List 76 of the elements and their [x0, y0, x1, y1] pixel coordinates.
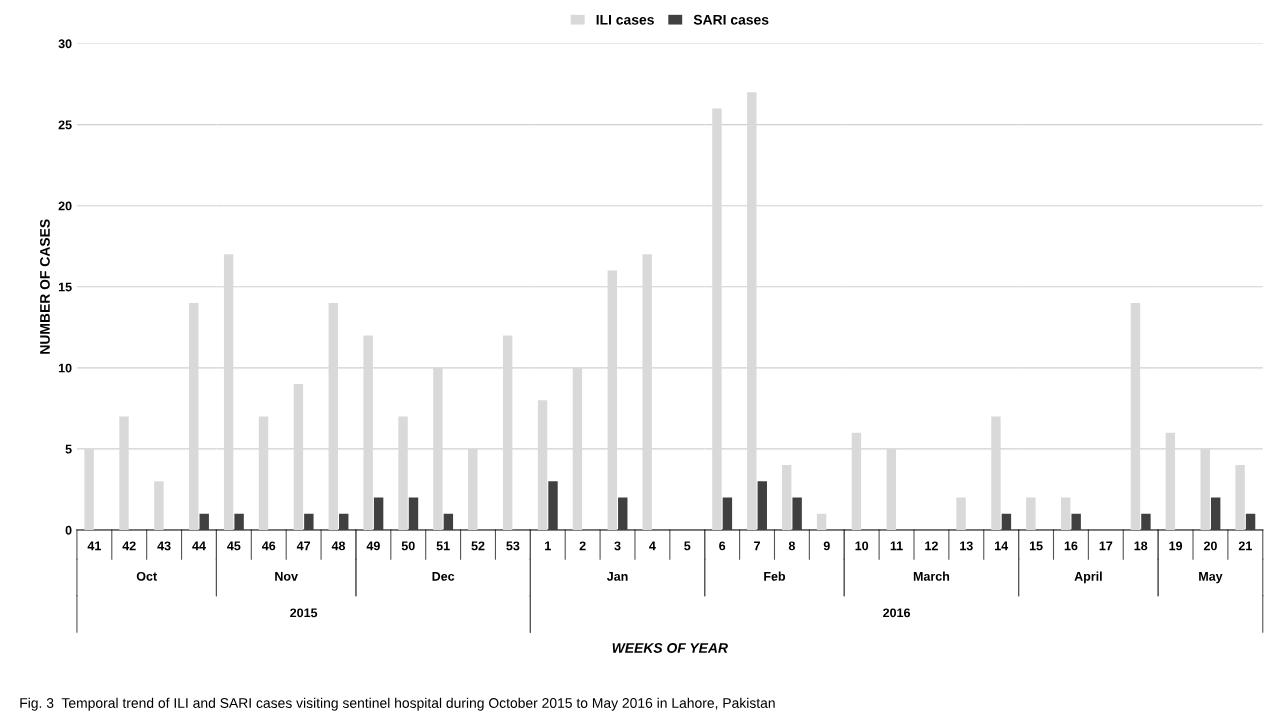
x-tick-label: 1: [545, 541, 551, 551]
y-tick-label: 10: [58, 363, 72, 373]
x-tick-label: 50: [401, 541, 415, 551]
text: WEEKS OF YEAR: [612, 643, 728, 653]
x-tick-label: 43: [157, 541, 171, 551]
x-tick-label: 5: [684, 541, 691, 551]
y-tick-label: 30: [58, 39, 72, 49]
x-tick-label: 6: [719, 541, 726, 551]
x-tick-label: 52: [471, 541, 485, 551]
x-tick-label: 2: [579, 541, 586, 551]
x-tick-label: 18: [1134, 541, 1148, 551]
x-tick-label: 48: [331, 541, 346, 551]
x-tick-label: 42: [122, 541, 136, 551]
bar: [956, 497, 966, 530]
x-axis-title: March: [913, 571, 950, 581]
x-tick-label: 8: [788, 541, 796, 551]
legend-label: SARI cases: [693, 14, 769, 25]
bar: [408, 497, 419, 530]
x-tick-label: 9: [823, 541, 830, 551]
x-tick-label: 3: [614, 541, 621, 551]
x-tick-label: 4: [649, 541, 656, 551]
x-axis-title: Jan: [606, 572, 628, 581]
bar: [1235, 465, 1245, 530]
caption: Fig. 3 Temporal trend of ILI and SARI cases visiting sentinel hospital during October 2015 to May 2016 in Lahore, Pakistan: [20, 697, 775, 711]
bar: [443, 513, 454, 530]
bar: [1245, 513, 1256, 530]
bar: [816, 513, 827, 530]
y-tick-label: 25: [58, 120, 72, 130]
text: 2016: [883, 608, 911, 618]
x-tick-label: 49: [366, 541, 380, 551]
bar: [722, 497, 733, 530]
x-tick-label: 7: [754, 541, 760, 551]
x-tick-label: 14: [995, 541, 1009, 551]
x-tick-label: 16: [1064, 541, 1078, 551]
bar: [618, 497, 628, 530]
y-tick-label: 0: [65, 525, 72, 535]
y-tick-label: 20: [58, 201, 72, 211]
x-tick-label: 21: [1238, 541, 1252, 551]
x-tick-label: 47: [296, 541, 311, 551]
x-tick-label: 20: [1203, 541, 1217, 551]
y-axis-title: NUMBER OF CASES: [40, 219, 50, 354]
bar: [1210, 497, 1221, 530]
x-tick-label: 12: [925, 541, 938, 551]
bar: [1001, 513, 1012, 530]
bar: [304, 513, 314, 530]
bar: [154, 481, 164, 530]
bar: [792, 497, 802, 530]
legend-label: ILI cases: [596, 14, 654, 25]
x-tick-label: 19: [1169, 541, 1183, 551]
x-axis-title: Nov: [275, 572, 298, 581]
x-axis-title: May: [1199, 572, 1223, 584]
x-tick-label: 17: [1099, 541, 1113, 551]
x-tick-label: 51: [436, 541, 450, 551]
bar: [757, 481, 767, 530]
x-tick-label: 45: [227, 541, 241, 551]
bar: [373, 497, 384, 530]
x-axis-title: Oct: [136, 571, 157, 581]
x-tick-label: 13: [960, 541, 973, 551]
x-axis-title: Dec: [432, 572, 455, 581]
text: 2015: [290, 608, 318, 618]
bar: [234, 513, 244, 530]
x-tick-label: 15: [1029, 541, 1043, 551]
x-tick-label: 11: [890, 541, 903, 551]
bar: [781, 465, 792, 530]
x-tick-label: 46: [261, 541, 276, 551]
x-axis-title: Feb: [764, 571, 786, 581]
bar: [199, 513, 209, 530]
x-tick-label: 44: [192, 541, 206, 551]
bar: [339, 513, 349, 530]
y-tick-label: 5: [65, 444, 72, 454]
x-axis-title: April: [1074, 571, 1102, 584]
y-tick-label: 15: [58, 282, 72, 292]
bar: [548, 481, 558, 530]
x-tick-label: 41: [87, 541, 101, 551]
x-tick-label: 10: [855, 541, 869, 551]
x-tick-label: 53: [506, 541, 520, 551]
